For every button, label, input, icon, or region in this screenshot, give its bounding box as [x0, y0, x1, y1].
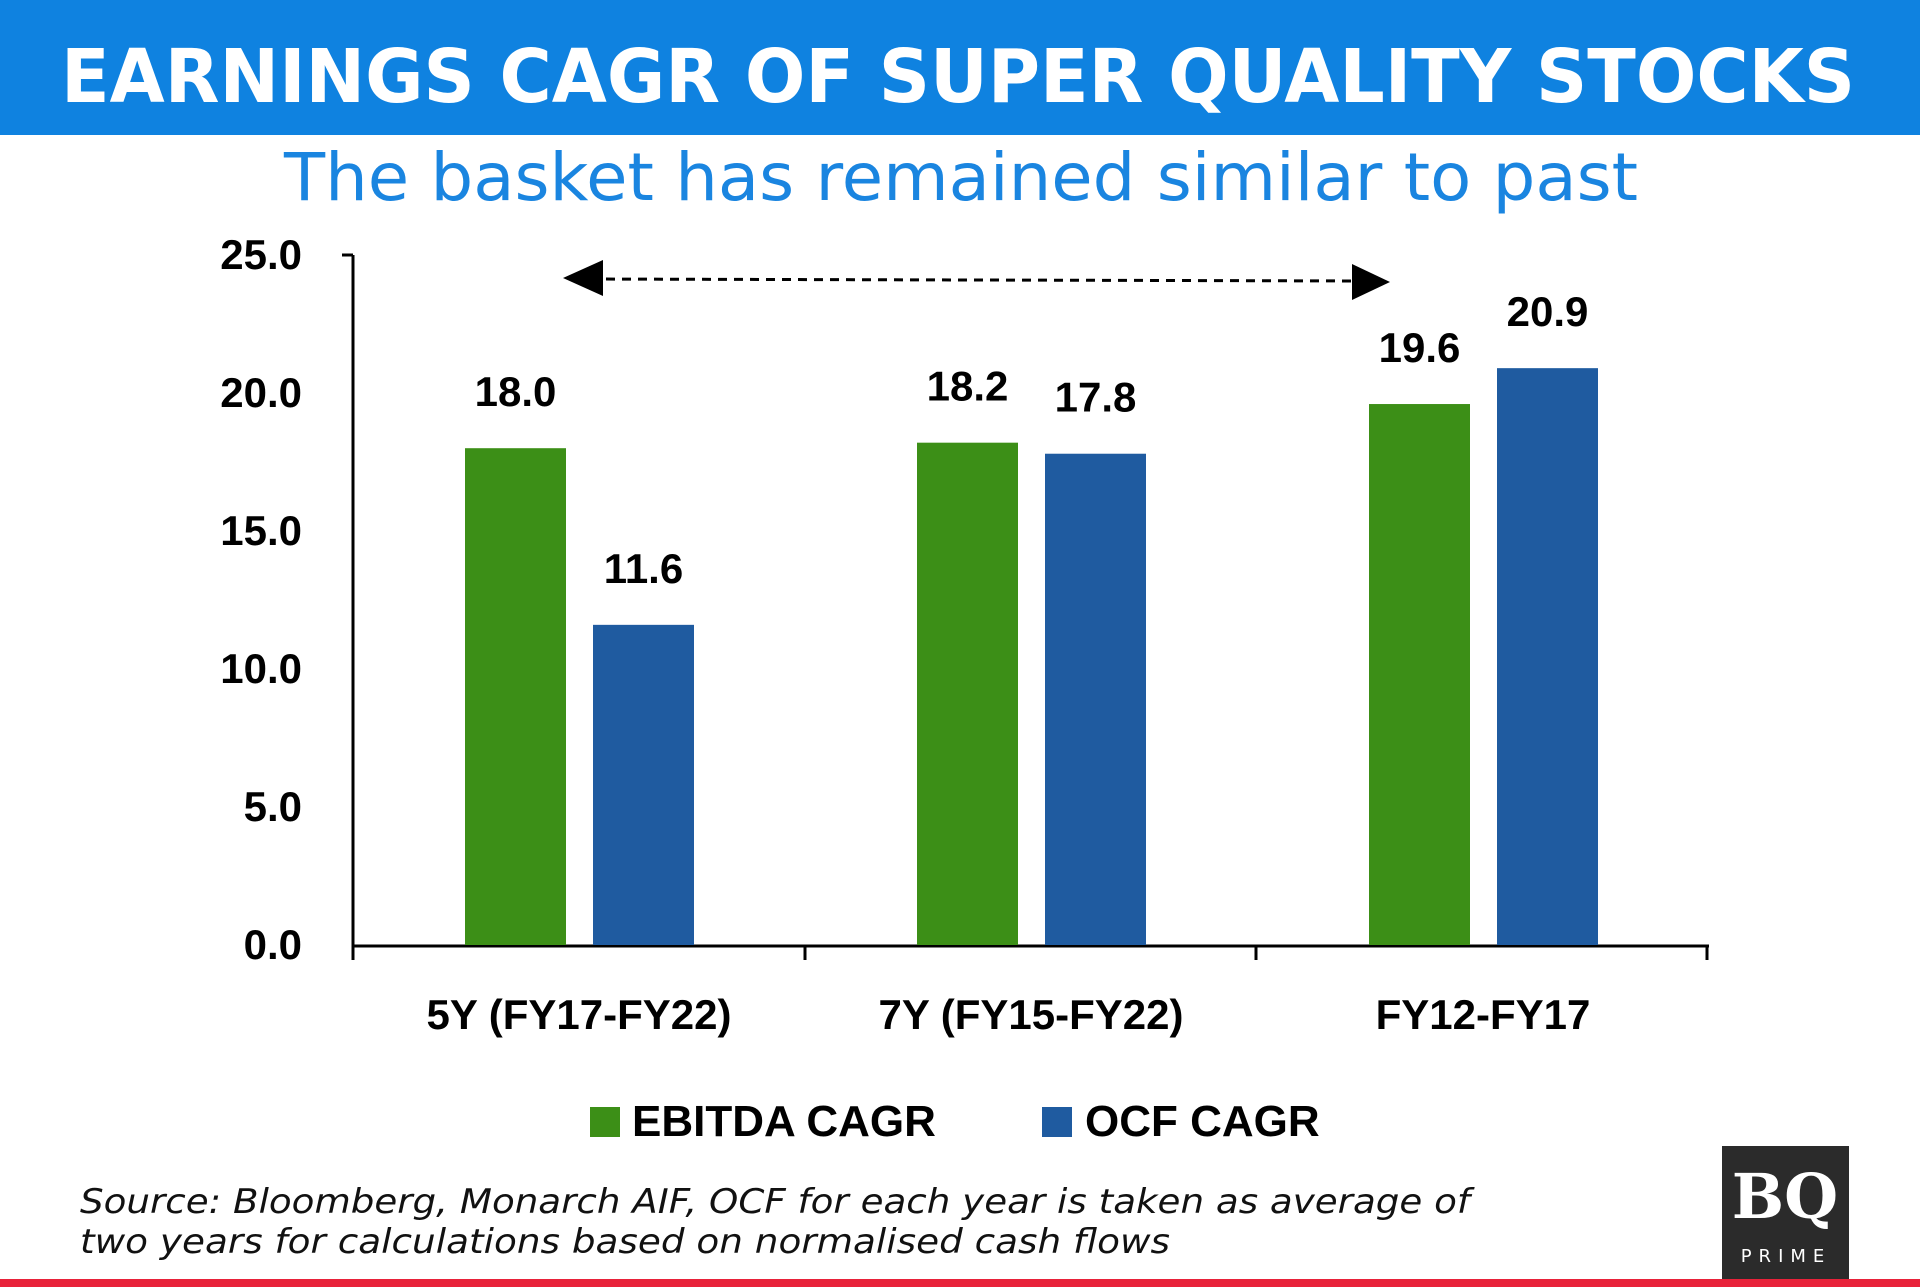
- data-label: 19.6: [1379, 324, 1461, 371]
- legend-label-ebitda: EBITDA CAGR: [632, 1097, 936, 1146]
- data-label: 18.0: [475, 368, 557, 415]
- y-tick-label: 25.0: [220, 231, 302, 278]
- y-tick-label: 0.0: [244, 921, 302, 968]
- legend-label-ocf: OCF CAGR: [1085, 1097, 1320, 1146]
- arrow-right-head: [1352, 264, 1390, 300]
- y-tick-label: 20.0: [220, 369, 302, 416]
- data-label: 20.9: [1507, 288, 1589, 335]
- bar-ebitda: [465, 448, 566, 945]
- legend: EBITDA CAGR OCF CAGR: [590, 1097, 1320, 1146]
- bq-prime-logo: BQ PRIME: [1722, 1146, 1849, 1279]
- bar-ocf: [593, 624, 694, 945]
- source-note-line1: Source: Bloomberg, Monarch AIF, OCF for …: [80, 1182, 1476, 1222]
- legend-swatch-ocf: [1042, 1107, 1072, 1137]
- y-tick-label: 15.0: [220, 507, 302, 554]
- bar-ocf: [1045, 453, 1146, 945]
- chart-subtitle: The basket has remained similar to past: [283, 139, 1638, 216]
- bar-ebitda: [1369, 404, 1470, 945]
- svg-text:PRIME: PRIME: [1741, 1246, 1832, 1267]
- header-banner: [0, 0, 1920, 135]
- x-category-label: FY12-FY17: [1376, 991, 1591, 1038]
- y-tick-label: 5.0: [244, 783, 302, 830]
- source-note-line2: two years for calculations based on norm…: [80, 1222, 1170, 1262]
- svg-text:BQ: BQ: [1732, 1160, 1838, 1233]
- arrow-left-head: [563, 260, 603, 296]
- bar-ebitda: [917, 442, 1018, 945]
- bar-ocf: [1497, 368, 1598, 945]
- data-label: 18.2: [927, 363, 1009, 410]
- legend-swatch-ebitda: [590, 1107, 620, 1137]
- data-label: 11.6: [604, 545, 683, 592]
- bottom-accent-bar: [0, 1279, 1920, 1287]
- chart-title: EARNINGS CAGR OF SUPER QUALITY STOCKS: [61, 34, 1855, 120]
- x-category-label: 5Y (FY17-FY22): [426, 991, 731, 1038]
- data-label: 17.8: [1055, 374, 1137, 421]
- x-category-label: 7Y (FY15-FY22): [878, 991, 1183, 1038]
- y-tick-label: 10.0: [220, 645, 302, 692]
- span-arrow: [563, 260, 1390, 300]
